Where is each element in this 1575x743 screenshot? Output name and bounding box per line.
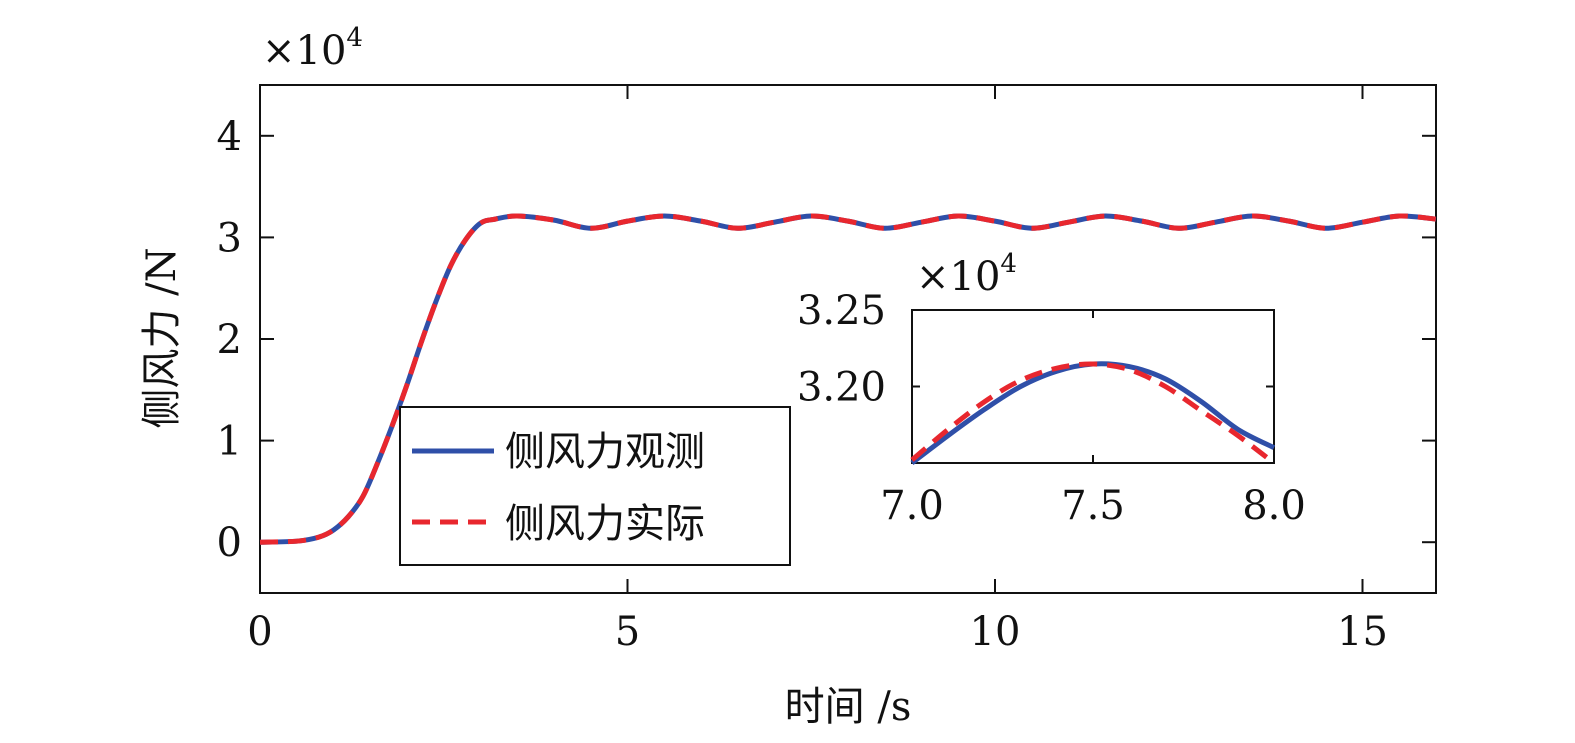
x-tick-label: 15 bbox=[1337, 609, 1388, 655]
y-tick-label: 0 bbox=[217, 520, 242, 566]
x-axis-title: 时间 /s bbox=[785, 684, 912, 730]
y-tick-label: 4 bbox=[217, 114, 242, 160]
inset-ticks bbox=[911, 309, 1275, 463]
y-tick-label: 3 bbox=[217, 215, 242, 261]
inset-y-exponent: ×104 bbox=[916, 249, 1017, 300]
main-y-exponent: ×104 bbox=[262, 23, 363, 74]
legend-label-actual: 侧风力实际 bbox=[505, 501, 705, 547]
inset-plot-frame bbox=[911, 309, 1275, 464]
y-tick-label: 3.20 bbox=[797, 365, 886, 411]
legend-box bbox=[399, 406, 791, 566]
legend-label-observed: 侧风力观测 bbox=[505, 429, 705, 475]
x-tick-label: 10 bbox=[970, 609, 1021, 655]
series-line-actual bbox=[259, 213, 1437, 545]
x-tick-label: 5 bbox=[615, 609, 640, 655]
x-tick-label: 7.0 bbox=[880, 483, 944, 529]
inset-labels: 7.0 7.5 8.0 3.20 3.25 bbox=[797, 288, 1306, 529]
x-tick-label: 8.0 bbox=[1242, 483, 1306, 529]
main-lines bbox=[259, 213, 1437, 545]
y-tick-label: 2 bbox=[217, 317, 242, 363]
legend: 侧风力观测 侧风力实际 bbox=[399, 406, 791, 566]
x-tick-label: 7.5 bbox=[1061, 483, 1125, 529]
main-labels: 0 5 10 15 0 1 2 3 4 bbox=[217, 114, 1388, 655]
y-axis-title: 侧风力 /N bbox=[139, 247, 185, 428]
x-tick-label: 0 bbox=[247, 609, 272, 655]
y-tick-label: 3.25 bbox=[797, 288, 886, 334]
inset-lines bbox=[910, 361, 1276, 465]
series-line-actual bbox=[910, 361, 1276, 465]
y-tick-label: 1 bbox=[217, 419, 242, 465]
